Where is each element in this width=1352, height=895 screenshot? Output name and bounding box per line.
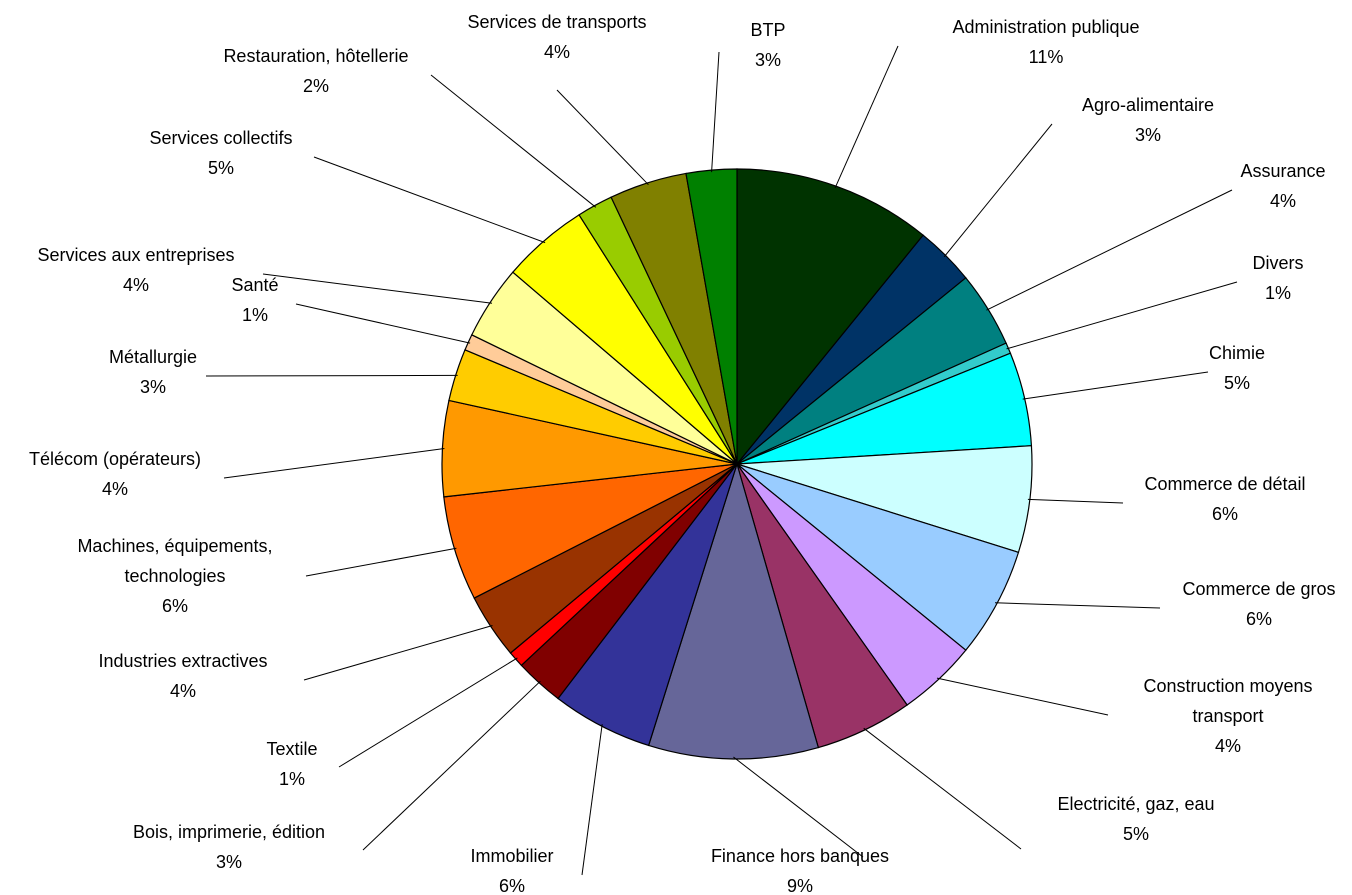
leader-line <box>986 189 1233 311</box>
slice-category-label: Finance hors banques <box>711 846 889 866</box>
slice-category-label: Services aux entreprises <box>37 245 234 265</box>
slice-percent-label: 4% <box>544 42 570 62</box>
leader-line <box>262 273 493 304</box>
leader-line <box>430 74 597 208</box>
slice-percent-label: 4% <box>123 275 149 295</box>
slice-percent-label: 3% <box>216 852 242 872</box>
leader-line <box>1006 281 1238 350</box>
leader-line <box>362 680 541 851</box>
slice-category-label: Agro-alimentaire <box>1082 95 1214 115</box>
leader-line <box>305 547 457 577</box>
slice-category-label: Textile <box>266 739 317 759</box>
slice-category-label: Télécom (opérateurs) <box>29 449 201 469</box>
leader-line <box>223 448 445 479</box>
slice-category-label: Métallurgie <box>109 347 197 367</box>
slice-percent-label: 4% <box>170 681 196 701</box>
leader-line <box>863 727 1022 850</box>
slice-category-label: Administration publique <box>952 17 1139 37</box>
slice-percent-label: 3% <box>755 50 781 70</box>
slice-percent-label: 6% <box>162 596 188 616</box>
leader-line <box>556 89 649 186</box>
slice-category-label: Bois, imprimerie, édition <box>133 822 325 842</box>
slice-percent-label: 5% <box>1224 373 1250 393</box>
leader-line <box>994 602 1161 609</box>
slice-category-label: Immobilier <box>470 846 553 866</box>
slice-percent-label: 4% <box>1270 191 1296 211</box>
slice-category-label: Services de transports <box>467 12 646 32</box>
slice-category-label: Commerce de gros <box>1182 579 1335 599</box>
slice-category-label: Construction moyens <box>1143 676 1312 696</box>
slice-category-label: Divers <box>1252 253 1303 273</box>
slice-category-label: Services collectifs <box>149 128 292 148</box>
slice-percent-label: 3% <box>1135 125 1161 145</box>
slice-labels: Administration publique 11% Agro-alimentai… <box>29 12 1336 895</box>
slice-category-label: transport <box>1192 706 1263 726</box>
slice-category-label: technologies <box>124 566 225 586</box>
slice-percent-label: 1% <box>279 769 305 789</box>
slice-percent-label: 6% <box>1212 504 1238 524</box>
slice-percent-label: 1% <box>1265 283 1291 303</box>
leader-line <box>733 756 864 858</box>
leader-line <box>295 303 471 344</box>
slice-category-label: Machines, équipements, <box>77 536 272 556</box>
leader-line <box>1022 371 1209 400</box>
leader-line <box>303 625 493 681</box>
slice-percent-label: 9% <box>787 876 813 895</box>
slice-percent-label: 3% <box>140 377 166 397</box>
slice-category-label: Commerce de détail <box>1144 474 1305 494</box>
pie-slice <box>647 461 820 760</box>
slice-percent-label: 2% <box>303 76 329 96</box>
slice-percent-label: 11% <box>1029 47 1064 67</box>
slice-category-label: Industries extractives <box>98 651 267 671</box>
slice-percent-label: 5% <box>1123 824 1149 844</box>
leader-line <box>711 51 720 173</box>
pie-slices <box>441 168 1033 760</box>
slice-category-label: BTP <box>750 20 785 40</box>
leader-line <box>313 156 546 244</box>
slice-percent-label: 5% <box>208 158 234 178</box>
leader-line <box>943 123 1053 258</box>
slice-percent-label: 1% <box>242 305 268 325</box>
leader-lines <box>205 45 1238 876</box>
slice-percent-label: 6% <box>499 876 525 895</box>
slice-category-label: Chimie <box>1209 343 1265 363</box>
slice-category-label: Electricité, gaz, eau <box>1057 794 1214 814</box>
leader-line <box>1027 498 1124 504</box>
slice-category-label: Restauration, hôtellerie <box>223 46 408 66</box>
slice-category-label: Santé <box>231 275 278 295</box>
leader-line <box>936 677 1109 716</box>
slice-percent-label: 4% <box>1215 736 1241 756</box>
leader-line <box>581 724 603 876</box>
slice-percent-label: 6% <box>1246 609 1272 629</box>
slice-category-label: Assurance <box>1240 161 1325 181</box>
leader-line <box>205 374 458 377</box>
slice-percent-label: 4% <box>102 479 128 499</box>
leader-line <box>834 45 899 189</box>
leader-line <box>338 657 518 768</box>
